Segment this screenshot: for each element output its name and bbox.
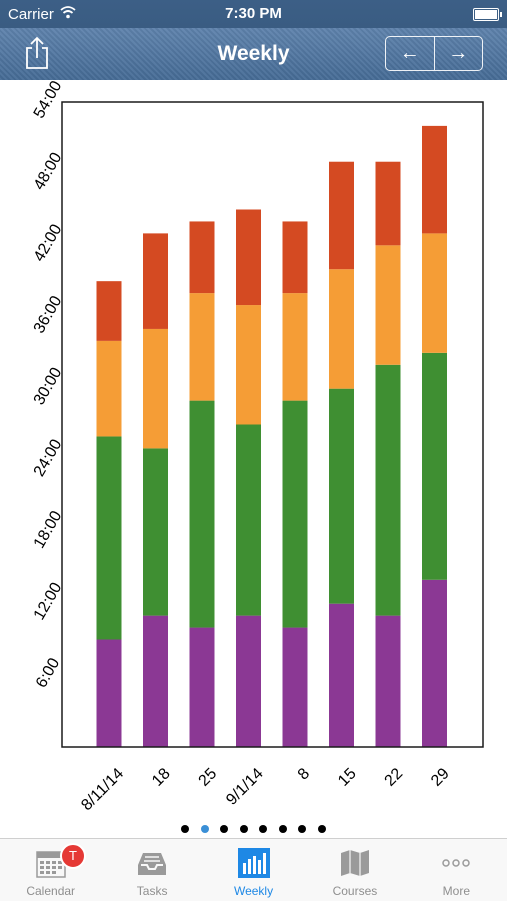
- map-icon: [340, 850, 369, 876]
- tab-courses[interactable]: Courses: [304, 839, 405, 901]
- y-tick-label: 18:00: [31, 508, 66, 551]
- status-bar: Carrier 7:30 PM: [0, 0, 507, 28]
- x-tick-label: 15: [335, 765, 360, 790]
- x-tick-label: 22: [382, 765, 407, 790]
- status-time: 7:30 PM: [225, 5, 282, 22]
- y-tick-label: 30:00: [31, 365, 66, 408]
- tab-weekly[interactable]: Weekly: [203, 839, 304, 901]
- bar-segment-orange-1: [143, 328, 168, 449]
- x-tick-label: 18: [149, 765, 174, 790]
- bar-series: [96, 125, 447, 747]
- previous-week-button[interactable]: ←: [399, 42, 420, 64]
- tab-bar: T Calendar Tasks Weekly Courses: [0, 838, 507, 901]
- bar-segment-red-2: [189, 221, 215, 294]
- x-tick-label: 9/1/14: [223, 765, 267, 809]
- share-button[interactable]: [22, 35, 52, 71]
- page-dot[interactable]: [239, 825, 248, 833]
- bar-segment-orange-2: [189, 293, 215, 401]
- y-tick-label: 12:00: [31, 580, 66, 623]
- y-tick-label: 54:00: [31, 80, 66, 121]
- bar-segment-red-0: [96, 281, 122, 341]
- page-dot[interactable]: [200, 825, 209, 833]
- bar-segment-orange-6: [375, 245, 401, 365]
- week-navigation: ← →: [385, 36, 483, 71]
- bar-segment-green-4: [282, 400, 308, 628]
- bar-segment-purple-6: [375, 615, 401, 747]
- page-dot[interactable]: [181, 825, 189, 833]
- next-week-button[interactable]: →: [433, 37, 483, 70]
- tab-tasks[interactable]: Tasks: [101, 839, 202, 901]
- y-tick-label: 36:00: [31, 293, 66, 336]
- inbox-icon: [138, 853, 167, 875]
- bar-segment-red-7: [422, 125, 447, 234]
- more-icon: [442, 859, 471, 867]
- bar-segment-red-1: [143, 233, 168, 329]
- page-indicator[interactable]: [0, 825, 507, 837]
- page-title: Weekly: [217, 42, 290, 65]
- carrier-name: Carrier: [8, 6, 54, 23]
- bar-segment-orange-0: [96, 340, 122, 437]
- plot-frame: [61, 101, 484, 748]
- wifi-icon: [60, 5, 76, 23]
- x-tick-label: 29: [428, 765, 453, 790]
- page-dot[interactable]: [220, 825, 228, 833]
- bar-segment-purple-1: [143, 615, 168, 747]
- tab-more[interactable]: More: [406, 839, 507, 901]
- share-icon: [26, 36, 48, 69]
- bar-chart-icon: [237, 848, 270, 878]
- battery-icon: [473, 8, 502, 21]
- x-tick-label: 8: [295, 765, 313, 783]
- y-tick-label: 24:00: [31, 436, 66, 479]
- bar-segment-orange-4: [282, 293, 308, 401]
- x-tick-label: 8/11/14: [78, 765, 127, 814]
- bar-segment-orange-3: [236, 305, 261, 425]
- page-dot[interactable]: [317, 825, 326, 833]
- y-axis-ticks: 6:00 12:00 18:00 24:00 30:00 36:00 42:00 48:00 5…: [31, 80, 66, 691]
- bar-segment-green-5: [329, 388, 354, 604]
- bar-segment-orange-5: [329, 269, 354, 389]
- page-dot[interactable]: [278, 825, 287, 833]
- bar-segment-purple-7: [422, 579, 447, 747]
- calendar-badge: T: [60, 843, 86, 869]
- bar-segment-green-7: [422, 352, 447, 580]
- bar-segment-green-1: [143, 448, 168, 616]
- x-tick-label: 25: [196, 765, 221, 790]
- page-dot[interactable]: [298, 825, 306, 833]
- page-dot[interactable]: [259, 825, 267, 833]
- bar-segment-green-2: [189, 400, 215, 628]
- bar-segment-green-0: [96, 436, 122, 640]
- y-tick-label: 48:00: [31, 150, 66, 193]
- tab-calendar[interactable]: T Calendar: [0, 839, 101, 901]
- tab-label-calendar: Calendar: [26, 884, 76, 898]
- calendar-icon: [35, 851, 66, 878]
- bar-segment-red-5: [329, 161, 354, 270]
- bar-segment-green-6: [375, 364, 401, 616]
- tab-label-more: More: [442, 884, 470, 898]
- tab-label-weekly: Weekly: [233, 884, 274, 898]
- tab-label-courses: Courses: [332, 884, 378, 898]
- tab-label-tasks: Tasks: [136, 884, 168, 898]
- weekly-hours-chart: 6:00 12:00 18:00 24:00 30:00 36:00 42:00 48:00 5…: [31, 80, 484, 814]
- bar-segment-orange-7: [422, 233, 447, 353]
- bar-segment-purple-2: [189, 627, 215, 747]
- bar-segment-red-3: [236, 209, 261, 306]
- bar-segment-green-3: [236, 424, 261, 616]
- bar-segment-purple-3: [236, 615, 261, 747]
- x-axis-ticks: 8/11/14 18 25 9/1/14 8 15 22 29: [78, 765, 453, 814]
- navigation-bar: Weekly ← →: [0, 28, 507, 80]
- bar-segment-purple-4: [282, 627, 308, 747]
- bar-segment-red-6: [375, 161, 401, 246]
- bar-segment-purple-0: [96, 639, 122, 747]
- y-tick-label: 6:00: [33, 655, 63, 691]
- bar-segment-purple-5: [329, 603, 354, 747]
- bar-segment-red-4: [282, 221, 308, 294]
- y-tick-label: 42:00: [31, 221, 66, 264]
